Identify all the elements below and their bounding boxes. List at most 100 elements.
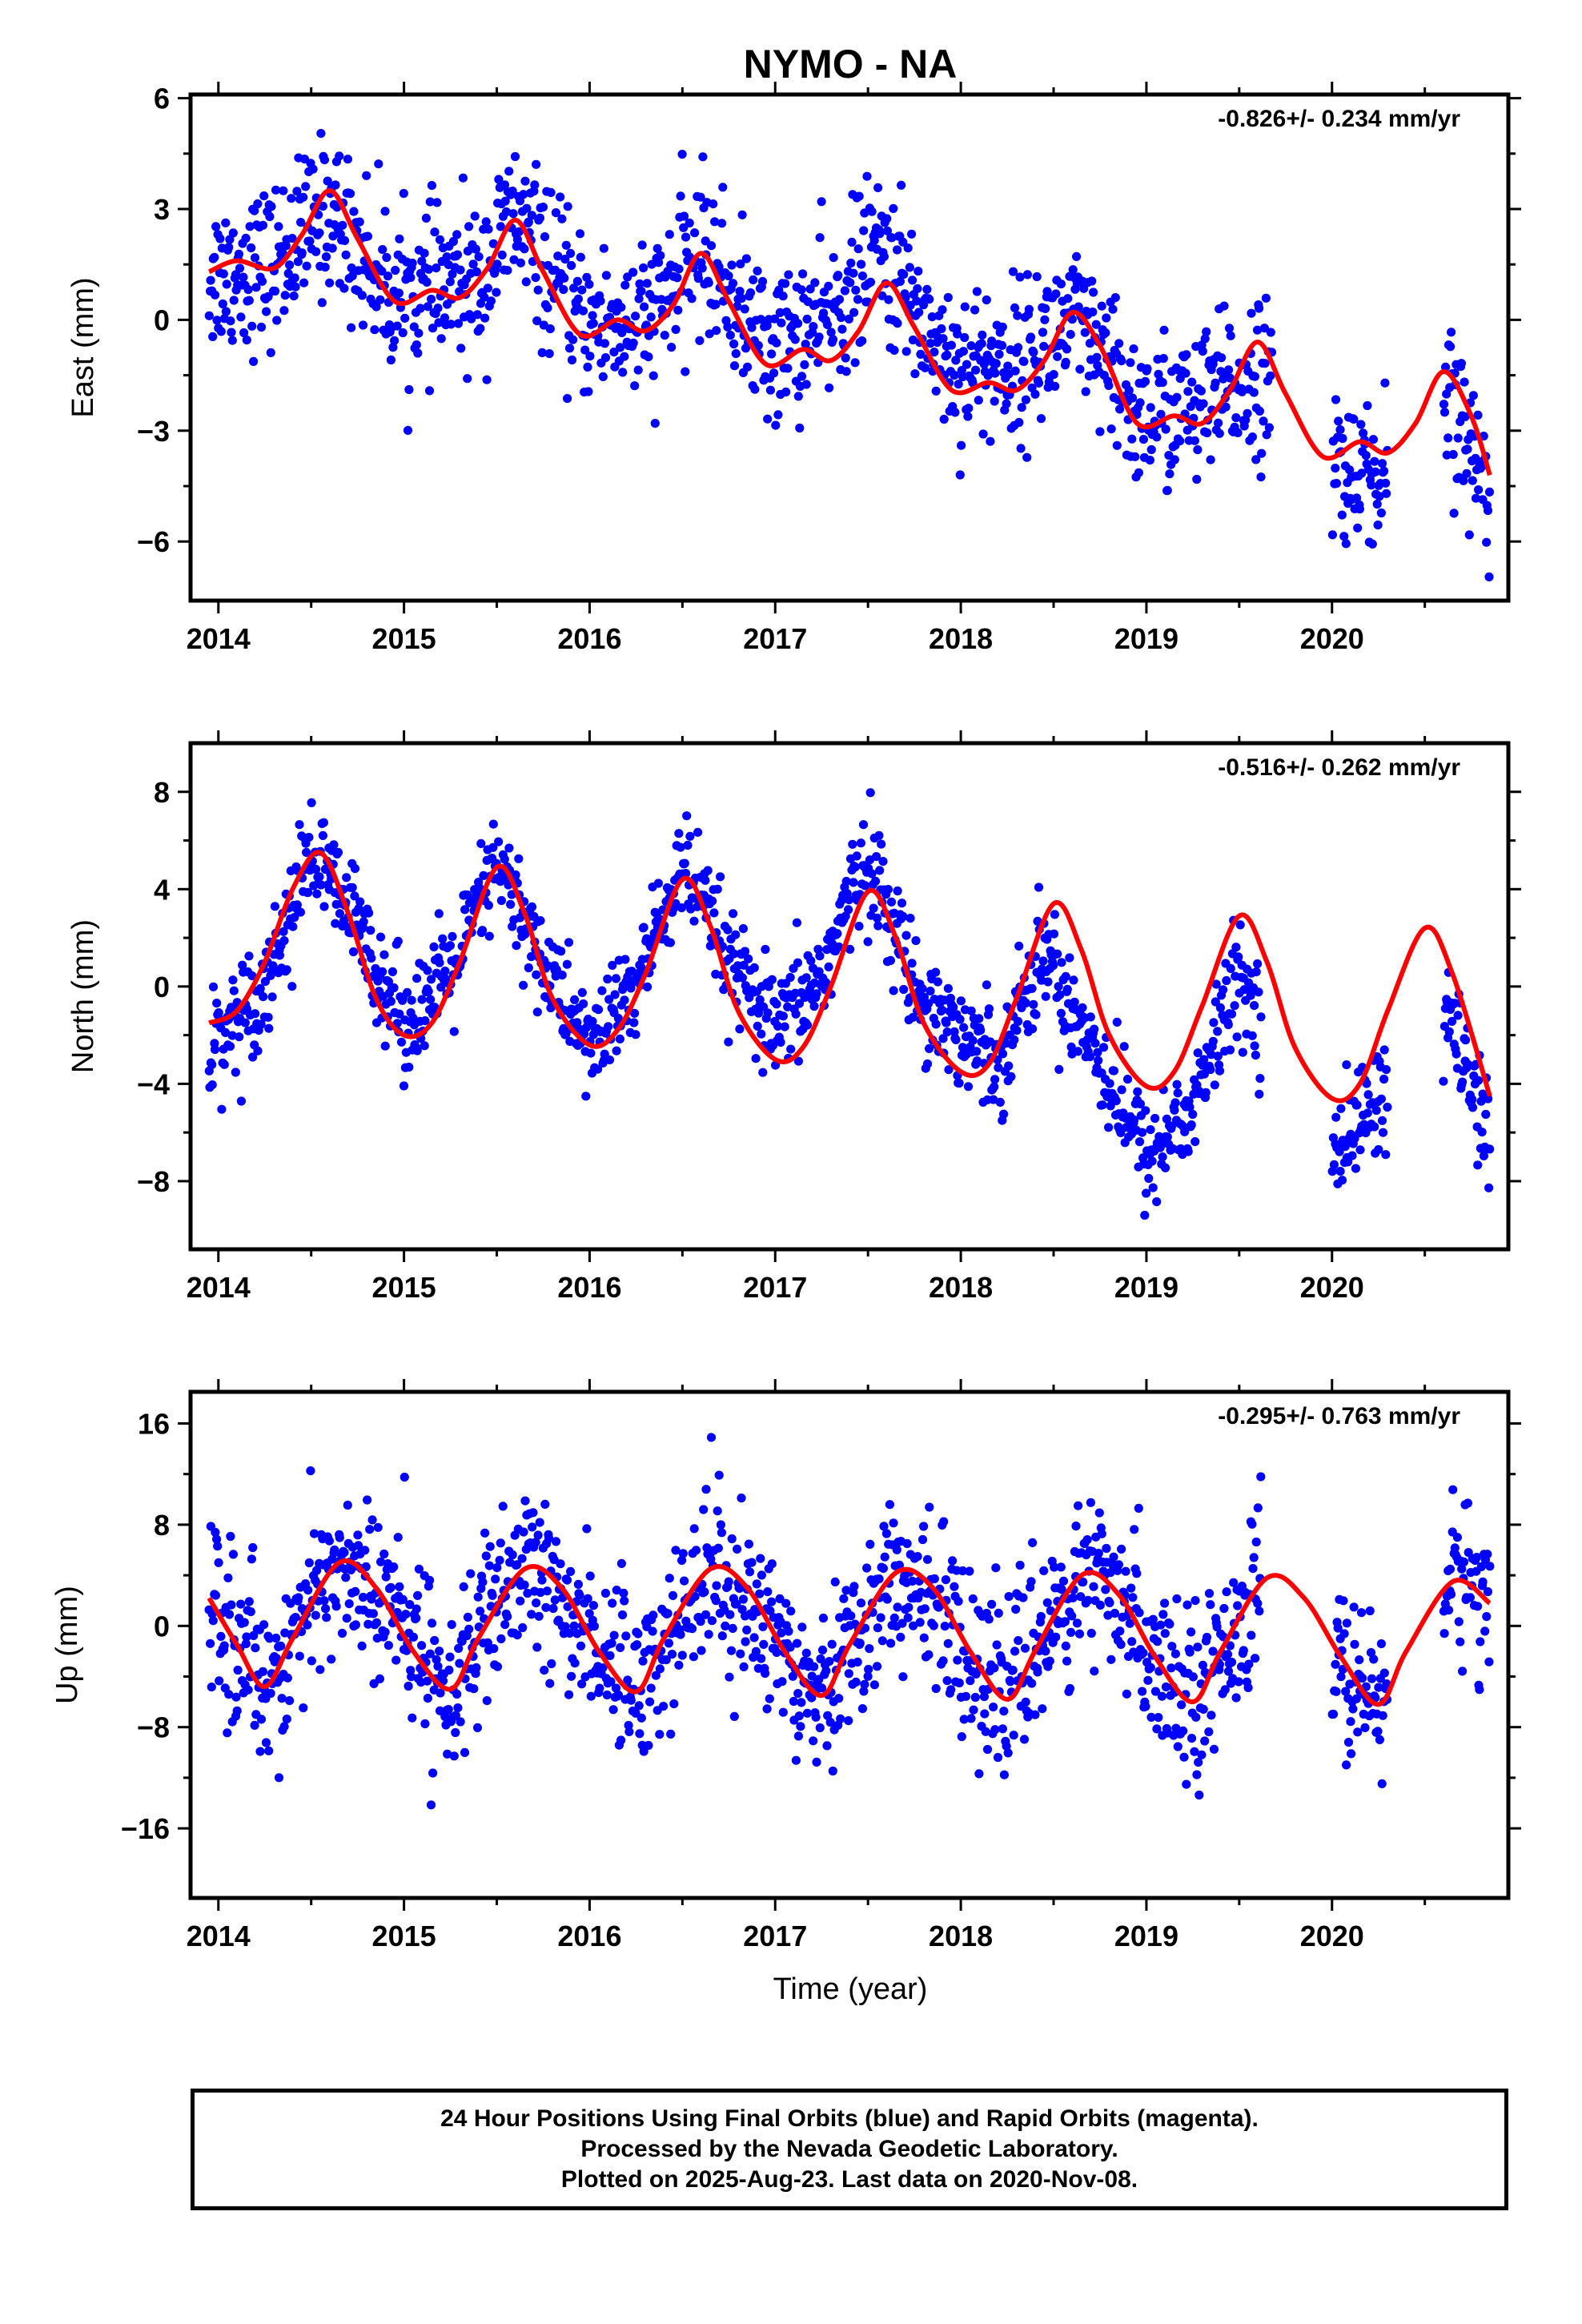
- data-point: [1463, 1498, 1472, 1508]
- data-point: [989, 1703, 998, 1712]
- data-point: [706, 1554, 716, 1564]
- data-point: [1465, 1593, 1475, 1602]
- data-point: [633, 1629, 643, 1638]
- data-point: [1026, 1577, 1036, 1586]
- data-point: [1203, 428, 1212, 438]
- data-point: [991, 359, 1001, 368]
- data-point: [560, 255, 570, 264]
- data-point: [265, 1634, 275, 1643]
- plot-area: [204, 788, 1495, 1220]
- data-point: [586, 1691, 596, 1701]
- data-point: [1342, 1618, 1351, 1628]
- data-point: [793, 319, 803, 328]
- data-point: [1134, 1608, 1144, 1618]
- data-point: [543, 303, 552, 312]
- data-point: [859, 226, 869, 235]
- data-point: [528, 1522, 537, 1532]
- data-point: [1170, 1098, 1180, 1108]
- data-point: [433, 304, 443, 313]
- data-point: [966, 1714, 976, 1723]
- data-point: [1457, 1564, 1467, 1574]
- data-point: [602, 1690, 612, 1700]
- data-point: [966, 341, 976, 351]
- data-point: [731, 930, 741, 939]
- data-point: [981, 1727, 990, 1736]
- data-point: [1002, 399, 1011, 408]
- data-point: [844, 1716, 853, 1726]
- data-point: [1484, 487, 1495, 497]
- data-point: [569, 1621, 579, 1630]
- data-point: [496, 1634, 506, 1643]
- data-point: [379, 1549, 389, 1559]
- data-point: [480, 292, 489, 302]
- data-point: [1230, 1001, 1239, 1011]
- data-point: [211, 1590, 220, 1600]
- data-point: [240, 1018, 250, 1027]
- data-point: [597, 986, 607, 995]
- data-point: [347, 263, 356, 273]
- y-tick-label: 8: [154, 1509, 170, 1542]
- data-point: [753, 266, 762, 275]
- data-point: [386, 1582, 396, 1592]
- data-point: [1008, 1665, 1018, 1675]
- data-point: [938, 1005, 947, 1015]
- data-point: [575, 1590, 584, 1600]
- data-point: [1363, 1108, 1372, 1118]
- data-point: [810, 278, 820, 287]
- data-point: [282, 965, 291, 975]
- data-point: [516, 258, 526, 267]
- data-point: [399, 1081, 409, 1091]
- data-point: [903, 1613, 913, 1622]
- data-point: [1371, 1105, 1381, 1116]
- data-point: [588, 1601, 599, 1610]
- data-point: [488, 1590, 497, 1600]
- data-point: [367, 1515, 377, 1525]
- data-point: [295, 907, 305, 917]
- data-point: [1473, 1160, 1483, 1170]
- data-point: [580, 345, 590, 355]
- data-point: [1200, 334, 1210, 344]
- data-point: [728, 279, 738, 288]
- data-point: [1074, 302, 1083, 312]
- data-point: [399, 188, 408, 199]
- data-point: [1379, 1668, 1389, 1678]
- data-point: [855, 1638, 865, 1648]
- data-point: [408, 1013, 418, 1023]
- data-point: [1028, 1538, 1038, 1547]
- data-point: [762, 1704, 772, 1714]
- data-point: [433, 1662, 443, 1671]
- data-point: [1185, 1647, 1195, 1657]
- data-point: [1370, 1122, 1379, 1132]
- data-point: [528, 1508, 538, 1518]
- data-point: [949, 1003, 958, 1012]
- panel-frame: [188, 92, 1511, 603]
- data-point: [681, 232, 691, 242]
- data-point: [815, 951, 825, 961]
- data-point: [1473, 410, 1483, 420]
- data-point: [736, 259, 745, 269]
- data-point: [436, 1688, 445, 1698]
- y-tick-label: 4: [154, 873, 170, 906]
- data-point: [266, 348, 275, 357]
- data-point: [210, 252, 219, 262]
- data-point: [553, 251, 563, 261]
- data-point: [767, 1559, 777, 1569]
- y-tick-label: −4: [137, 1068, 170, 1100]
- data-point: [376, 1557, 386, 1566]
- data-point: [1381, 1150, 1391, 1160]
- data-point: [853, 1657, 862, 1667]
- data-point: [991, 1563, 1001, 1573]
- data-point: [908, 1012, 917, 1023]
- x-tick-label: 2016: [557, 622, 621, 655]
- data-point: [1114, 339, 1124, 348]
- data-point: [1110, 293, 1120, 303]
- data-point: [1183, 387, 1193, 396]
- data-point: [674, 1660, 684, 1670]
- data-point: [870, 876, 881, 886]
- data-point: [833, 271, 843, 280]
- data-point: [954, 380, 963, 389]
- data-point: [1178, 1726, 1188, 1735]
- data-point: [287, 234, 297, 243]
- data-point: [492, 1563, 502, 1573]
- data-point: [1376, 1094, 1386, 1104]
